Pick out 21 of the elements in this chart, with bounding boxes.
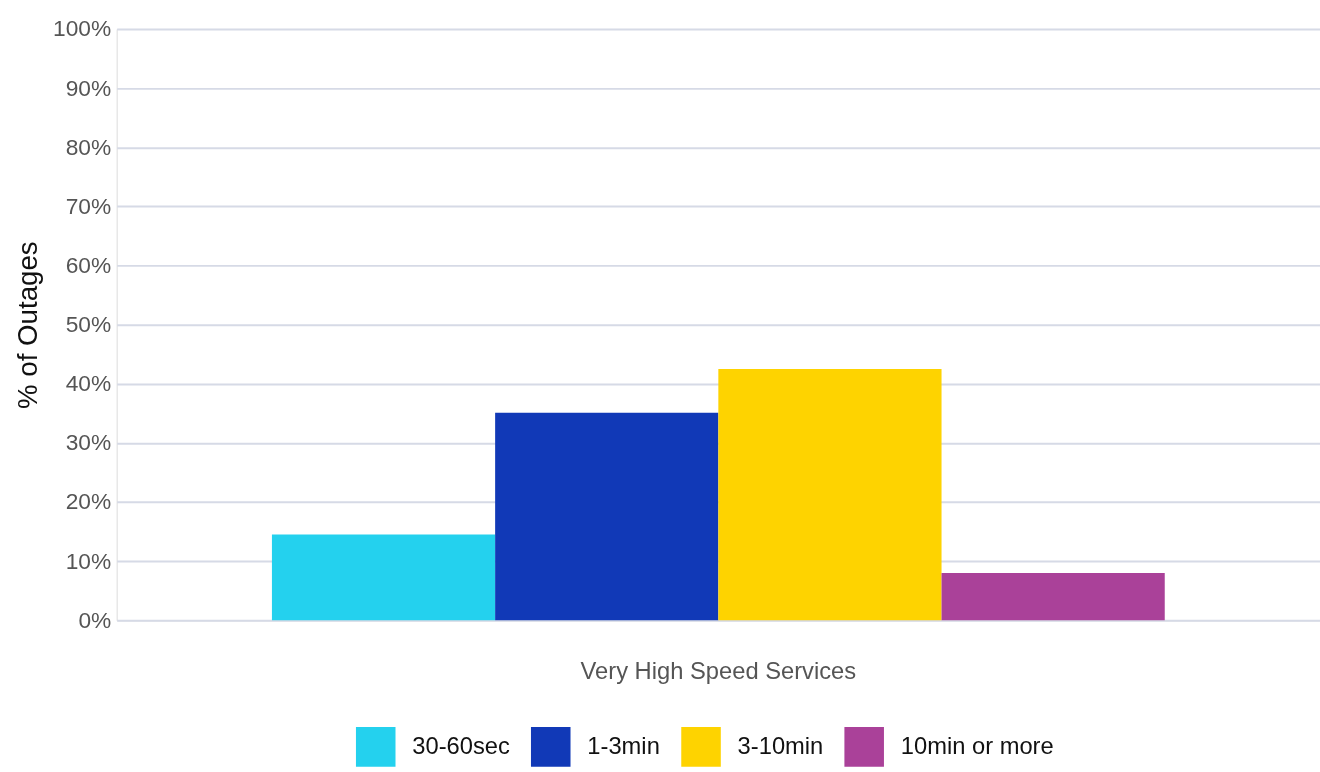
y-tick-label: 100%: [53, 15, 112, 42]
y-tick-label: 10%: [65, 547, 112, 574]
bar: [271, 534, 496, 621]
x-tick-label: Very High Speed Services: [580, 658, 857, 685]
y-tick-label: 90%: [65, 74, 112, 101]
y-axis-title: % of Outages: [12, 241, 44, 410]
y-tick-label: 70%: [65, 192, 112, 219]
legend-label: 3-10min: [737, 732, 824, 759]
y-tick-label: 20%: [65, 488, 112, 515]
legend-label: 30-60sec: [412, 732, 511, 759]
y-tick-label: 30%: [65, 429, 112, 456]
y-tick-label: 60%: [65, 251, 112, 278]
y-tick-label: 40%: [65, 370, 112, 397]
legend-label: 1-3min: [587, 732, 660, 759]
bar: [495, 412, 719, 621]
y-tick-label: 0%: [78, 606, 112, 633]
bar: [941, 573, 1165, 621]
y-tick-label: 50%: [65, 311, 112, 338]
legend-label: 10min or more: [900, 732, 1054, 759]
y-tick-label: 80%: [65, 133, 112, 160]
bar: [718, 369, 942, 621]
